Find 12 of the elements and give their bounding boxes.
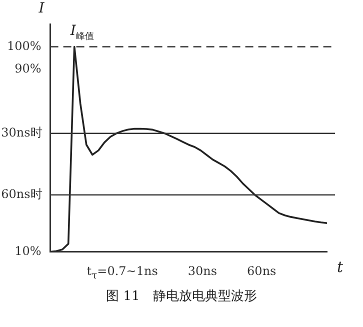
y-axis-title: I (38, 0, 45, 17)
x-axis-title: t (336, 258, 344, 276)
text: 图 11 静电放电典型波形 (105, 288, 258, 306)
y-tick-label: 100% (6, 38, 42, 53)
ref-line-label: 60ns时 (1, 186, 42, 201)
annotation: I$_{峰值}$ (70, 22, 94, 43)
text: t$_{τ}$=0.7~1ns (86, 264, 158, 282)
y-tick-label: 90% (14, 62, 42, 76)
text: 60ns (247, 264, 276, 280)
y-tick-label: 10% (14, 244, 42, 258)
text: 30ns (188, 264, 218, 280)
ref-line-label: 30ns时 (1, 125, 42, 140)
